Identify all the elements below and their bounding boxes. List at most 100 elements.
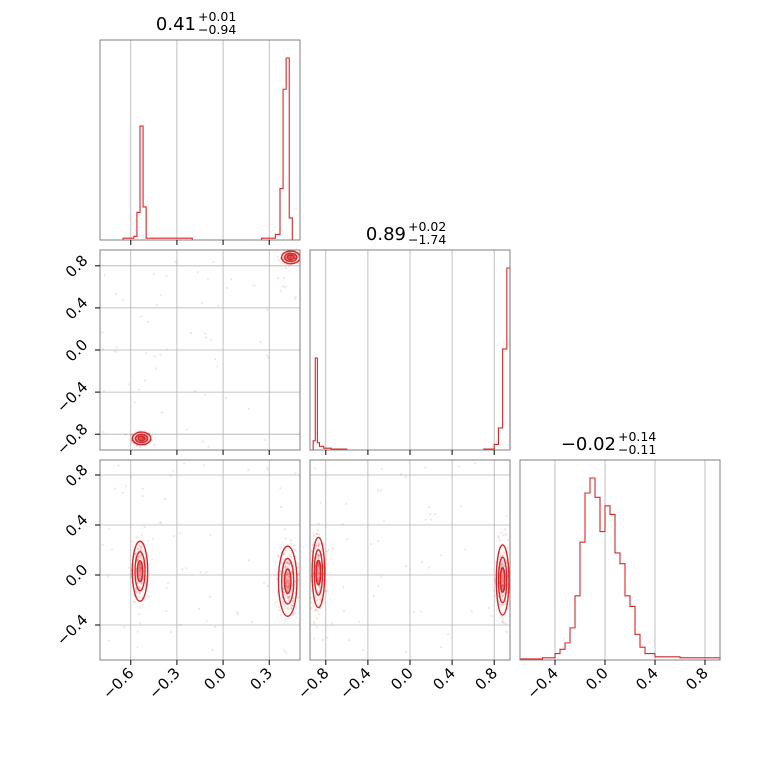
scatter-point <box>136 582 140 585</box>
scatter-point <box>317 572 321 575</box>
scatter-point <box>496 535 500 538</box>
scatter-point <box>294 471 297 475</box>
scatter-point <box>139 562 142 566</box>
scatter-point <box>317 589 320 592</box>
scatter-point <box>318 544 321 547</box>
scatter-point <box>289 573 292 576</box>
scatter-point <box>101 331 104 334</box>
scatter-point <box>141 557 144 560</box>
scatter-point <box>285 584 288 588</box>
scatter-point <box>289 256 292 259</box>
scatter-point <box>503 565 506 568</box>
scatter-point <box>294 295 297 298</box>
scatter-point <box>135 590 139 593</box>
scatter-point <box>266 308 269 311</box>
scatter-point <box>370 543 373 546</box>
scatter-point <box>286 589 289 592</box>
scatter-point <box>127 383 130 386</box>
scatter-point <box>313 620 316 623</box>
scatter-point <box>500 603 504 606</box>
scatter-point <box>505 514 508 518</box>
scatter-point <box>285 549 288 552</box>
scatter-point <box>500 563 503 566</box>
scatter-point <box>317 570 321 573</box>
scatter-point <box>286 586 290 589</box>
scatter-point <box>312 637 315 640</box>
scatter-point <box>286 596 289 599</box>
scatter-point <box>289 256 292 259</box>
scatter-point <box>137 556 141 560</box>
scatter-point <box>286 561 289 565</box>
param-title-2: −0.02 +0.14−0.11 <box>561 429 657 457</box>
scatter-point <box>315 556 318 559</box>
scatter-point <box>204 332 207 335</box>
scatter-point <box>288 246 290 248</box>
scatter-point <box>316 544 319 547</box>
scatter-point <box>440 553 443 557</box>
scatter-point <box>287 563 290 567</box>
scatter-point <box>286 572 289 575</box>
scatter-point <box>317 570 320 573</box>
panel-frame <box>519 459 721 661</box>
scatter-point <box>321 638 324 641</box>
scatter-point <box>278 609 281 612</box>
scatter-point <box>138 590 141 594</box>
scatter-point <box>138 388 141 391</box>
scatter-point <box>315 599 318 602</box>
scatter-point <box>282 570 286 573</box>
scatter-point <box>500 562 503 565</box>
scatter-point <box>253 284 256 287</box>
scatter-point <box>140 566 143 570</box>
contour-line <box>313 549 324 596</box>
scatter-point <box>500 603 503 606</box>
scatter-point <box>153 443 156 446</box>
scatter-point <box>288 584 291 587</box>
scatter-point <box>287 595 291 599</box>
scatter-point <box>315 608 318 611</box>
scatter-point <box>280 596 283 599</box>
scatter-point <box>127 566 130 569</box>
scatter-point <box>291 600 294 603</box>
scatter-point <box>501 575 504 578</box>
scatter-point <box>317 545 320 548</box>
scatter-point <box>502 578 505 581</box>
scatter-points <box>101 462 300 654</box>
param-lower-error: −1.74 <box>408 232 446 247</box>
scatter-point <box>316 542 319 545</box>
scatter-point <box>129 433 133 437</box>
scatter-point <box>138 552 141 555</box>
scatter-point <box>139 566 142 570</box>
scatter-point <box>501 604 504 607</box>
scatter-point <box>136 630 139 633</box>
scatter-point <box>134 401 137 404</box>
scatter-point <box>474 462 477 465</box>
y-tick-label: 0.0 <box>62 336 92 366</box>
contour-line <box>134 433 149 444</box>
scatter-point <box>139 622 142 625</box>
scatter-point <box>265 354 268 357</box>
scatter-point <box>289 255 292 258</box>
scatter-point <box>115 346 118 349</box>
scatter-point <box>136 547 139 550</box>
scatter-point <box>208 595 211 598</box>
scatter-point <box>287 587 290 590</box>
scatter-point <box>290 571 293 574</box>
scatter-point <box>325 558 328 561</box>
scatter-point <box>502 563 505 567</box>
scatter-point <box>312 604 315 607</box>
scatter-point <box>493 578 496 581</box>
scatter-point <box>124 433 127 436</box>
scatter-point <box>137 592 141 595</box>
scatter-point <box>326 636 329 639</box>
scatter-point <box>148 437 151 440</box>
scatter-point <box>284 619 287 622</box>
scatter-point <box>316 576 320 579</box>
scatter-point <box>139 568 142 571</box>
scatter-panel-0-2 <box>100 460 300 660</box>
scatter-point <box>502 562 505 565</box>
scatter-point <box>331 622 334 625</box>
scatter-point <box>286 561 289 564</box>
scatter-point <box>200 302 203 305</box>
scatter-point <box>289 555 293 558</box>
scatter-point <box>282 572 285 575</box>
